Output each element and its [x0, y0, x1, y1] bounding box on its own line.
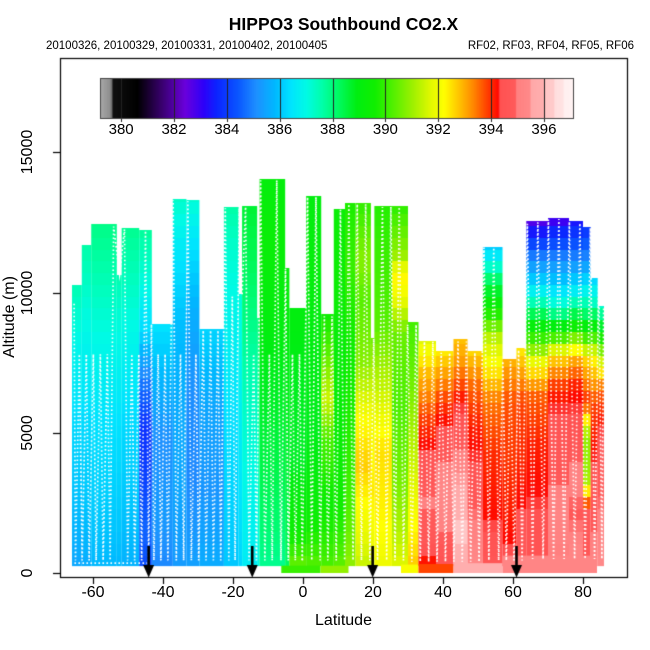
x-tick-label: 0 — [298, 584, 308, 601]
x-axis-label: Latitude — [315, 612, 372, 629]
y-tick-label: 5000 — [19, 414, 36, 451]
x-tick-label: 40 — [434, 584, 452, 601]
flight-numbers-subtitle: RF02, RF03, RF04, RF05, RF06 — [467, 40, 634, 52]
y-axis-label: Altitude (m) — [1, 276, 18, 358]
x-tick-label: 60 — [504, 584, 522, 601]
colorbar-tick-label: 386 — [267, 121, 293, 138]
colorbar-tick-label: 380 — [108, 121, 134, 138]
colorbar-tick-label: 396 — [531, 121, 557, 138]
colorbar-tick-label: 390 — [372, 121, 398, 138]
colorbar-tick-label: 394 — [478, 121, 504, 138]
colorbar-tick-label: 392 — [425, 121, 451, 138]
chart-title: HIPPO3 Southbound CO2.X — [228, 14, 459, 34]
colorbar-tick-label: 384 — [214, 121, 240, 138]
y-tick-label: 15000 — [19, 130, 36, 175]
x-tick-label: 80 — [574, 584, 592, 601]
x-tick-label: -20 — [221, 584, 245, 601]
y-tick-label: 10000 — [19, 270, 36, 315]
x-tick-label: -60 — [81, 584, 105, 601]
flight-dates-subtitle: 20100326, 20100329, 20100331, 20100402, … — [46, 40, 328, 52]
y-tick-label: 0 — [19, 568, 36, 578]
colorbar-tick-label: 388 — [320, 121, 346, 138]
x-tick-label: -40 — [151, 584, 175, 601]
colorbar-tick-label: 382 — [161, 121, 187, 138]
x-tick-label: 20 — [364, 584, 382, 601]
